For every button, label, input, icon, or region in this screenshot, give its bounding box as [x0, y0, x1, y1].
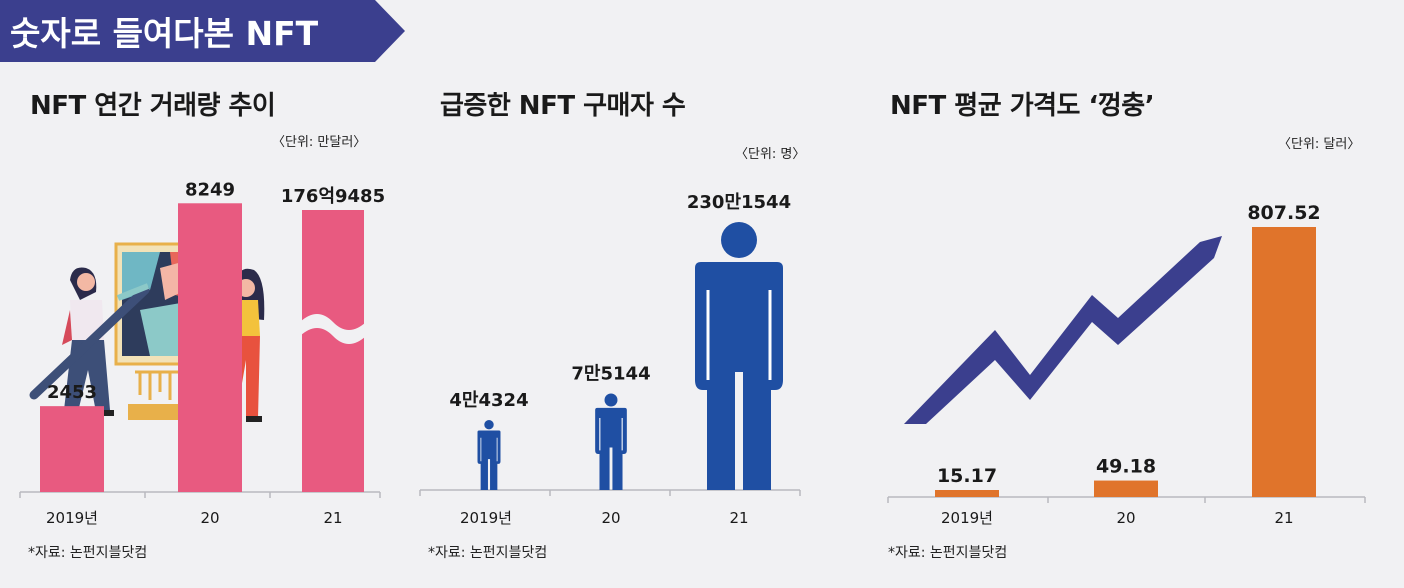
bar — [1252, 227, 1316, 497]
x-tick-label: 21 — [323, 509, 342, 527]
data-label: 176억9485 — [281, 186, 385, 207]
data-label: 7만5144 — [571, 364, 650, 385]
chart-panel-buyers: 급증한 NFT 구매자 수 〈단위: 명〉 4만4324 2019년 7만5144 2… — [400, 0, 820, 588]
data-label: 4만4324 — [449, 390, 528, 411]
bar — [935, 490, 999, 497]
person-icon — [477, 420, 501, 490]
chart-panel-volume: NFT 연간 거래량 추이 〈단위: 만달러〉 — [0, 0, 400, 588]
chart-buyers: 4만4324 2019년 7만5144 20 230만1544 21 — [419, 192, 801, 527]
data-label: 2453 — [47, 382, 97, 403]
unit-label: 〈단위: 만달러〉 — [272, 135, 367, 150]
data-label: 15.17 — [937, 465, 997, 487]
person-icon — [595, 393, 627, 490]
chart-title: NFT 연간 거래량 추이 — [30, 91, 276, 121]
bar — [40, 406, 104, 492]
x-tick-label: 20 — [1116, 509, 1135, 527]
bar — [302, 210, 364, 492]
x-tick-label: 2019년 — [46, 509, 98, 527]
source-note: *자료: 논펀지블닷컴 — [888, 545, 1008, 561]
data-label: 230만1544 — [687, 192, 791, 213]
unit-label: 〈단위: 명〉 — [735, 147, 806, 162]
header-banner: 숫자로 들여다본 NFT — [0, 0, 410, 66]
banner-ribbon — [0, 0, 405, 62]
bar — [178, 203, 242, 492]
x-tick-label: 21 — [729, 509, 748, 527]
x-tick-label: 2019년 — [460, 509, 512, 527]
chart-volume: 2453 2019년 8249 20 176억9485 21 — [19, 179, 385, 527]
x-tick-label: 20 — [601, 509, 620, 527]
data-label: 8249 — [185, 179, 235, 200]
page-title: 숫자로 들여다본 NFT — [10, 14, 319, 53]
person-icon — [695, 222, 783, 490]
art-illustration — [29, 242, 265, 422]
x-tick-label: 21 — [1274, 509, 1293, 527]
source-note: *자료: 논펀지블닷컴 — [28, 545, 148, 561]
chart-title: 급증한 NFT 구매자 수 — [440, 91, 686, 121]
data-label: 807.52 — [1247, 202, 1320, 224]
x-tick-label: 2019년 — [941, 509, 993, 527]
chart-price: 15.17 2019년 49.18 20 807.52 21 — [887, 202, 1366, 527]
axis-break — [300, 314, 366, 344]
bar — [1094, 480, 1158, 497]
data-label: 49.18 — [1096, 456, 1156, 478]
chart-title: NFT 평균 가격도 ‘껑충’ — [890, 91, 1155, 121]
source-note: *자료: 논펀지블닷컴 — [428, 545, 548, 561]
unit-label: 〈단위: 달러〉 — [1278, 137, 1361, 152]
x-tick-label: 20 — [200, 509, 219, 527]
rising-arrow-icon — [904, 236, 1222, 424]
chart-panel-price: NFT 평균 가격도 ‘껑충’ 〈단위: 달러〉 15.17 2019년 49.18… — [860, 0, 1404, 588]
